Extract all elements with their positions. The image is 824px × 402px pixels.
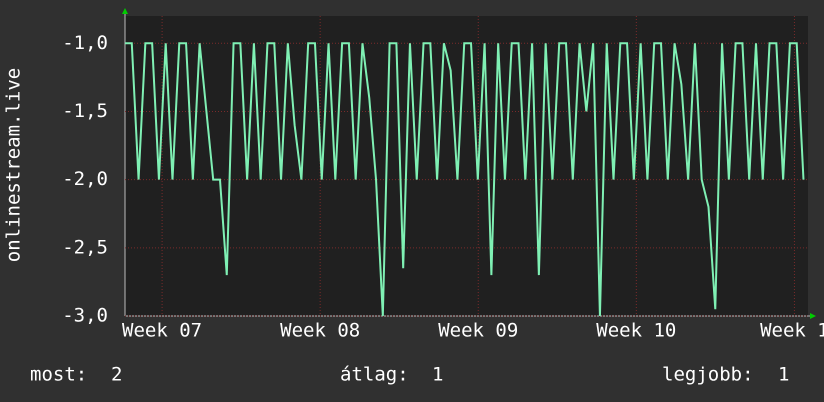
stat-value: 1 bbox=[432, 364, 443, 386]
line bbox=[125, 42, 805, 317]
x-tick-label: Week 07 bbox=[122, 320, 202, 342]
y-tick-label: -2,0 bbox=[62, 168, 108, 190]
stat-value: 2 bbox=[111, 364, 122, 386]
x-tick-label: Week 08 bbox=[280, 320, 360, 342]
x-tick-label: Week 09 bbox=[438, 320, 518, 342]
x-tick-label: Week 10 bbox=[596, 320, 676, 342]
y-arrow bbox=[122, 8, 128, 14]
x-arrow bbox=[810, 313, 816, 319]
x-tick-label: Week 1 bbox=[760, 320, 824, 342]
y-axis-label: onlinestream.live bbox=[3, 68, 25, 262]
stat-label: most: bbox=[30, 364, 87, 386]
y-tick-label: -2,5 bbox=[62, 236, 108, 258]
stat-label: legjobb: bbox=[662, 364, 754, 386]
y-tick-label: -1,0 bbox=[62, 32, 108, 54]
stat-label: átlag: bbox=[340, 364, 409, 386]
y-tick-label: -3,0 bbox=[62, 305, 108, 327]
y-tick-label: -1,5 bbox=[62, 100, 108, 122]
stat-value: 1 bbox=[778, 364, 789, 386]
